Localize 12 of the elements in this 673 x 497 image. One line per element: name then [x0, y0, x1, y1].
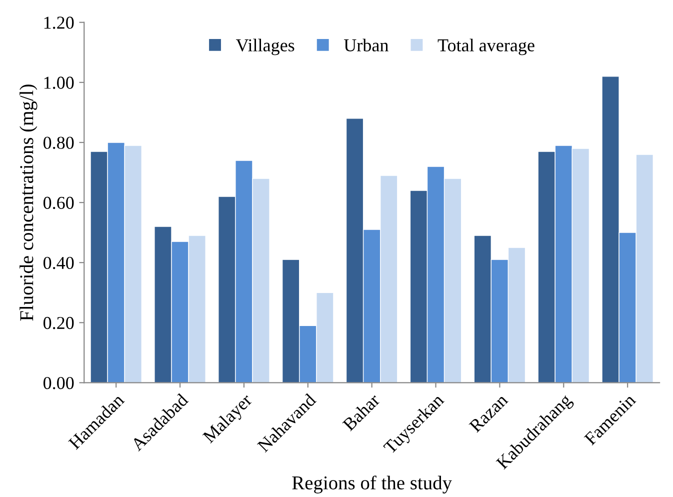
y-tick-label: 1.20: [44, 16, 74, 29]
y-tick-label: 1.00: [44, 76, 74, 89]
y-axis-title: Fluoride concentrations (mg/l): [20, 84, 38, 321]
y-tick-label: 0.20: [43, 316, 74, 330]
legend-label: Villages: [236, 38, 294, 56]
y-tick-label: 0.00: [43, 376, 74, 390]
legend-label: Total average: [438, 38, 534, 56]
legend-label: Urban: [344, 38, 388, 52]
x-axis-title: Regions of the study: [292, 476, 452, 494]
y-tick-label: 0.60: [43, 196, 74, 210]
y-tick-label: 0.40: [43, 256, 74, 270]
y-tick-label: 0.80: [43, 136, 74, 149]
